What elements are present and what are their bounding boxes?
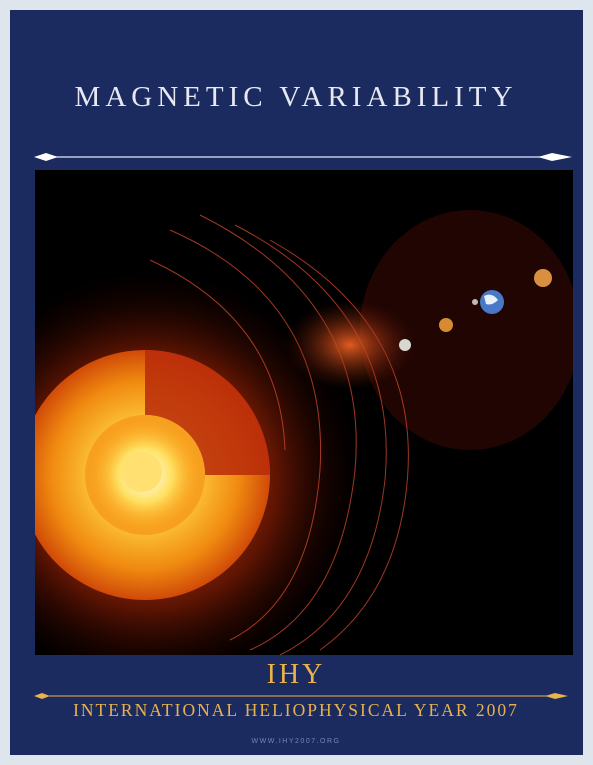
title-divider: [34, 153, 572, 161]
illustration: [35, 170, 573, 655]
subtitle: INTERNATIONAL HELIOPHYSICAL YEAR 2007: [73, 700, 519, 720]
poster-title: MAGNETIC VARIABILITY: [75, 81, 518, 113]
acronym: IHY: [267, 659, 326, 690]
subtitle-divider: [34, 693, 568, 699]
url: WWW.IHY2007.ORG: [251, 738, 340, 745]
